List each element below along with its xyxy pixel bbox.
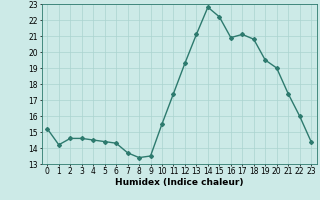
X-axis label: Humidex (Indice chaleur): Humidex (Indice chaleur): [115, 178, 244, 187]
